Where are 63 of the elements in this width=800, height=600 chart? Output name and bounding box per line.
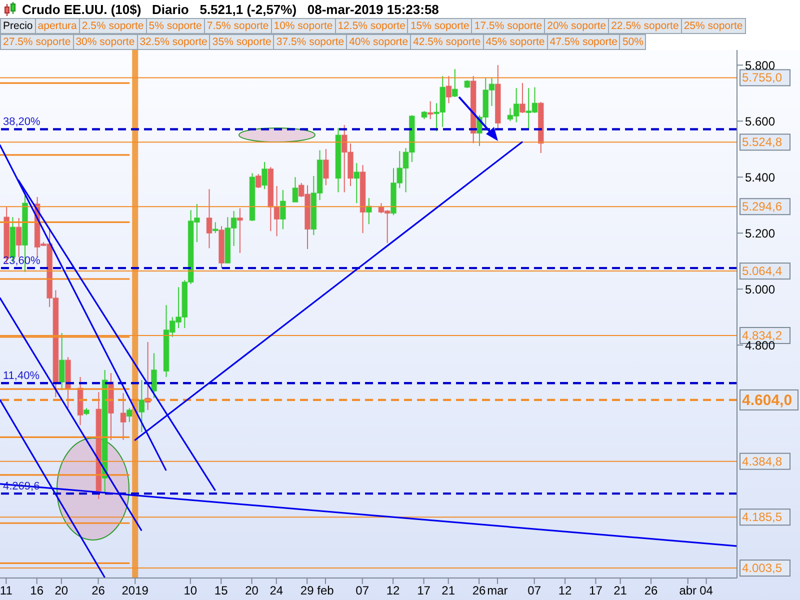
text: 25% soporte xyxy=(680,18,746,34)
text: 30% soporte xyxy=(72,34,138,50)
text: 37.5% soporte xyxy=(273,34,348,50)
text: 50% xyxy=(619,34,646,50)
x-tick-label: 2019 xyxy=(122,584,149,598)
text: 20% soporte xyxy=(544,18,610,34)
y-tick-label: 5.400 xyxy=(745,170,776,184)
text: 45% soporte xyxy=(482,34,548,50)
x-tick-label: 26 xyxy=(472,584,486,598)
x-tick-label: 17 xyxy=(589,584,603,598)
text: 35% soporte xyxy=(209,34,274,50)
x-tick-label: feb xyxy=(317,584,334,598)
ref-line-label: 5.064,4 xyxy=(742,264,782,278)
chart-title: Crudo EE.UU. (10$) xyxy=(22,2,142,16)
ref-line-label: 5.524,8 xyxy=(742,135,782,150)
x-tick-label: 04 xyxy=(700,584,714,598)
ref-line-label: 4.185,5 xyxy=(742,510,782,524)
x-tick-label: 26 xyxy=(644,584,658,598)
x-tick-label: 11 xyxy=(0,584,13,598)
ref-line-label: 4.003,5 xyxy=(742,561,782,576)
y-tick-label: 5.000 xyxy=(745,282,776,296)
x-tick-label: 21 xyxy=(442,584,456,598)
ref-line-label: 5.294,6 xyxy=(742,200,782,214)
y-tick-label: 5.800 xyxy=(745,58,776,72)
ref-line-label: 4.604,0 xyxy=(742,392,792,409)
x-tick-label: 07 xyxy=(528,584,542,598)
text: 47.5% soporte xyxy=(546,34,620,50)
x-tick-label: 12 xyxy=(386,584,400,598)
x-tick-label: 20 xyxy=(54,584,68,598)
text: apertura xyxy=(34,18,80,34)
x-tick-label: 29 xyxy=(300,584,314,598)
text: 32.5% soporte xyxy=(136,34,210,50)
y-tick-label: 5.600 xyxy=(745,114,776,128)
text: 10% soporte xyxy=(270,18,336,34)
annotation: 11,40% xyxy=(3,370,40,382)
x-tick-label: 20 xyxy=(245,584,259,598)
text: 2.5% soporte xyxy=(78,18,147,34)
x-tick-label: 12 xyxy=(558,584,572,598)
text: Precio xyxy=(0,18,36,34)
text: 42.5% soporte xyxy=(410,34,484,50)
text: 22.5% soporte xyxy=(608,18,682,34)
x-tick-label: 15 xyxy=(214,584,228,598)
x-tick-label: 16 xyxy=(30,584,44,598)
text: 15% soporte xyxy=(407,18,472,34)
x-tick-label: 10 xyxy=(184,584,198,598)
y-tick-label: 5.200 xyxy=(745,226,776,240)
x-tick-label: 26 xyxy=(92,584,106,598)
text: 7.5% soporte xyxy=(204,18,272,34)
x-tick-label: 17 xyxy=(417,584,431,598)
x-tick-label: 24 xyxy=(270,584,284,598)
x-tick-label: mar xyxy=(487,584,508,598)
ref-line-label: 5.755,0 xyxy=(742,70,782,85)
text: 12.5% soporte xyxy=(334,18,408,34)
chart-subtitle: Diario 5.521,1 (-2,57%) 08-mar-2019 15:23:58 xyxy=(152,2,439,16)
x-tick-label: 07 xyxy=(356,584,370,598)
text: 5% soporte xyxy=(146,18,205,34)
annotation: 38,20% xyxy=(3,116,41,128)
text: 40% soporte xyxy=(346,34,412,50)
text: 27.5% soporte xyxy=(0,34,74,50)
x-tick-label: abr xyxy=(679,584,697,598)
ref-line-label: 4.384,8 xyxy=(742,454,782,468)
text: 17.5% soporte xyxy=(471,18,546,34)
x-tick-label: 21 xyxy=(614,584,628,598)
